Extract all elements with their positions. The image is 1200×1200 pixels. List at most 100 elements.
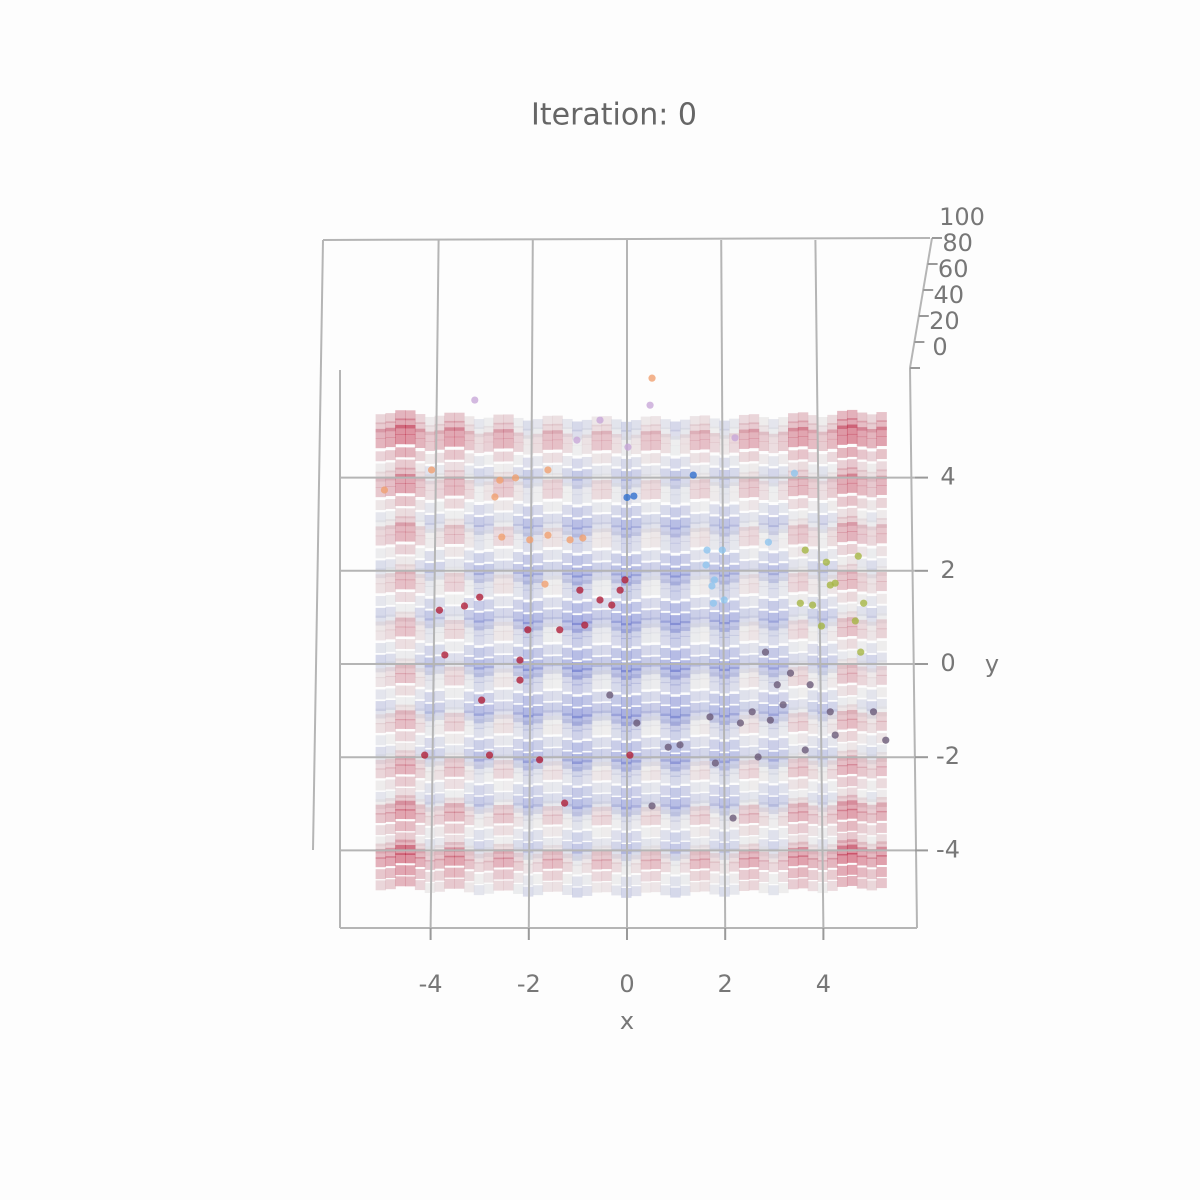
x-tick-label: 0 [619, 970, 634, 998]
surface-cell [807, 655, 819, 666]
surface-cell [552, 736, 563, 747]
surface-cell [689, 623, 701, 634]
surface-cell [768, 694, 779, 705]
surface-cell [611, 830, 622, 841]
surface-cell [660, 626, 671, 637]
surface-cell [660, 841, 671, 852]
surface-cell [660, 713, 671, 724]
surface-cell [640, 770, 652, 781]
surface-cell [493, 799, 504, 810]
surface-cell [385, 594, 396, 605]
surface-cell [758, 665, 770, 676]
surface-cell [719, 506, 730, 517]
surface-cell [463, 537, 475, 548]
surface-cell [837, 801, 848, 812]
surface-cell [375, 654, 387, 665]
surface-cell [797, 420, 809, 431]
surface-cell [827, 464, 838, 475]
surface-cell [748, 520, 760, 531]
surface-cell [699, 452, 711, 463]
surface-cell [395, 522, 406, 533]
surface-cell [788, 790, 799, 801]
surface-cell [375, 438, 387, 449]
surface-cell [513, 530, 524, 541]
surface-cell [817, 749, 828, 760]
surface-cell [493, 714, 504, 725]
surface-cell [630, 818, 642, 829]
surface-cell [375, 708, 387, 719]
surface-cell [454, 518, 465, 529]
surface-cell [699, 656, 711, 666]
surface-cell [591, 691, 603, 702]
surface-cell [454, 745, 465, 756]
surface-cell [788, 812, 799, 822]
surface-cell [503, 478, 514, 489]
surface-cell [522, 477, 534, 488]
surface-cell [758, 563, 770, 574]
surface-cell [837, 508, 848, 519]
surface-cell [591, 806, 603, 817]
surface-cell [729, 739, 740, 750]
surface-cell [856, 613, 868, 624]
surface-cell [424, 801, 436, 812]
surface-cell [395, 697, 406, 708]
surface-cell [719, 580, 730, 591]
surface-cell [856, 412, 868, 423]
surface-cell [473, 862, 485, 873]
surface-cell [748, 843, 760, 854]
surface-cell [375, 735, 387, 746]
surface-cell [552, 881, 563, 892]
particle [806, 681, 814, 689]
surface-cell [630, 420, 642, 431]
surface-cell [689, 632, 701, 643]
surface-cell [375, 615, 387, 626]
surface-cell [611, 613, 622, 623]
surface-cell [680, 427, 691, 438]
surface-cell [797, 412, 809, 423]
surface-cell [611, 492, 622, 503]
surface-cell [670, 628, 681, 639]
surface-cell [503, 723, 514, 734]
surface-cell [522, 636, 534, 647]
surface-cell [827, 560, 838, 571]
surface-cell [778, 417, 789, 427]
surface-cell [572, 622, 583, 633]
surface-cell [611, 635, 622, 646]
surface-cell [552, 584, 563, 595]
surface-cell [709, 442, 720, 453]
surface-cell [729, 848, 740, 858]
surface-cell [827, 520, 838, 531]
surface-cell [572, 507, 583, 518]
particle [380, 486, 389, 494]
surface-cell [640, 710, 652, 721]
surface-cell [738, 631, 750, 642]
surface-cell [444, 766, 455, 777]
surface-cell [552, 837, 563, 848]
surface-cell [405, 800, 416, 811]
surface-cell [709, 672, 720, 683]
surface-cell [572, 478, 583, 489]
surface-cell [699, 609, 711, 620]
surface-cell [817, 598, 828, 609]
surface-cell [444, 620, 455, 630]
surface-cell [797, 841, 809, 852]
surface-cell [385, 534, 396, 545]
surface-cell [709, 853, 720, 864]
surface-cell [827, 643, 838, 654]
surface-cell [758, 480, 770, 491]
surface-cell [856, 790, 868, 801]
surface-cell [719, 574, 730, 585]
surface-cell [444, 803, 455, 814]
surface-cell [493, 643, 504, 654]
surface-cell [738, 769, 750, 779]
surface-cell [542, 537, 553, 548]
surface-cell [414, 791, 426, 802]
surface-cell [630, 613, 642, 624]
surface-cell [562, 626, 573, 637]
surface-cell [680, 660, 691, 671]
surface-cell [630, 589, 642, 600]
surface-cell [680, 613, 691, 624]
surface-cell [601, 782, 612, 793]
surface-cell [797, 823, 809, 834]
surface-cell [650, 664, 661, 675]
